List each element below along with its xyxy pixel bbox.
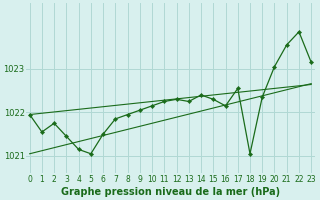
- X-axis label: Graphe pression niveau de la mer (hPa): Graphe pression niveau de la mer (hPa): [61, 187, 280, 197]
